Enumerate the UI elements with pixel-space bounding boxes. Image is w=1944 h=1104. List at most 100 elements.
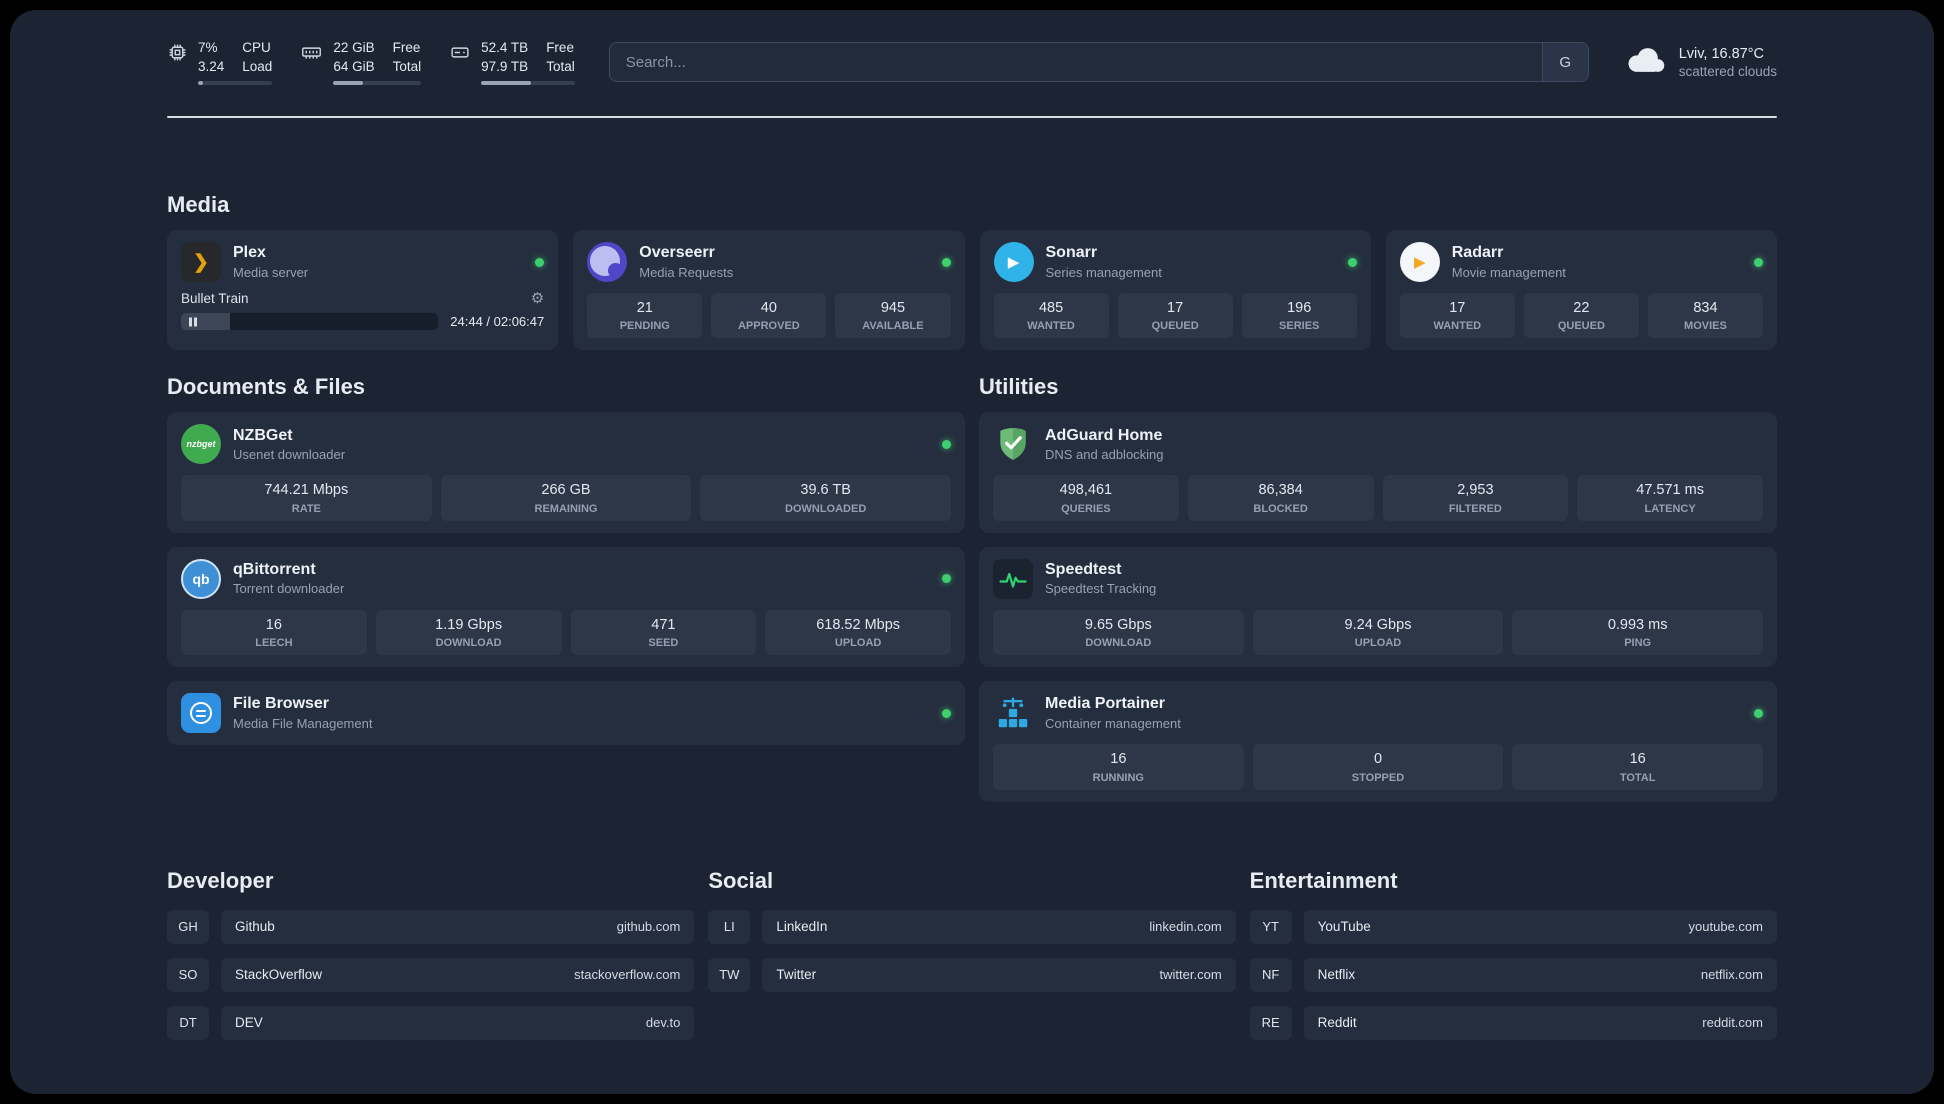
memory-free-label: Free: [392, 39, 421, 55]
bookmark-abbr[interactable]: DT: [167, 1005, 209, 1040]
bookmark-abbr[interactable]: LI: [708, 909, 751, 944]
cpu-widget: 7% CPU 3.24 Load: [167, 39, 273, 86]
service-card-speedtest[interactable]: Speedtest Speedtest Tracking 9.65 Gbps DO…: [979, 546, 1777, 668]
stat-movies: 834 MOVIES: [1647, 293, 1763, 339]
service-subtitle: Media server: [233, 264, 309, 280]
status-dot: [1754, 708, 1763, 718]
system-widgets: 7% CPU 3.24 Load: [167, 39, 575, 86]
bookmark-abbr[interactable]: RE: [1249, 1005, 1292, 1040]
service-card-overseerr[interactable]: Overseerr Media Requests 21 PENDING 40 APP…: [573, 230, 965, 351]
cpu-label: CPU: [242, 39, 271, 55]
bookmark-linkedin[interactable]: LI LinkedIn linkedin.com: [708, 909, 1236, 944]
bookmark-dev[interactable]: DT DEV dev.to: [167, 1005, 695, 1040]
memory-progress-bar: [333, 81, 422, 86]
stat-running: 16 RUNNING: [993, 744, 1244, 790]
service-name: Sonarr: [1045, 244, 1098, 262]
overseerr-icon: [587, 242, 628, 282]
stat-total: 16 TOTAL: [1512, 744, 1763, 790]
service-subtitle: Series management: [1045, 264, 1162, 280]
section-title-utilities: Utilities: [979, 374, 1059, 400]
bookmark-abbr[interactable]: SO: [167, 957, 209, 992]
plex-player: 24:44 / 02:06:47: [181, 313, 544, 330]
service-subtitle: Media Requests: [639, 264, 734, 280]
pause-icon: [189, 317, 197, 326]
stat-queued: 17 QUEUED: [1117, 293, 1233, 339]
service-card-sonarr[interactable]: ▶ Sonarr Series management 485 WANTED 17 Q…: [979, 230, 1371, 351]
disk-total-value: 97.9 TB: [481, 58, 529, 74]
bookmark-youtube[interactable]: YT YouTube youtube.com: [1249, 909, 1777, 944]
stat-seed: 471 SEED: [570, 609, 757, 656]
bookmark-abbr[interactable]: NF: [1249, 957, 1292, 992]
plex-icon: ❯: [181, 242, 221, 282]
service-card-adguard[interactable]: AdGuard Home DNS and adblocking 498,461 Q…: [979, 412, 1777, 533]
service-card-filebrowser[interactable]: File Browser Media File Management: [167, 681, 965, 746]
sonarr-icon: ▶: [993, 242, 1034, 282]
media-section: Media ❯ Plex Media server: [167, 192, 1777, 351]
service-card-radarr[interactable]: ▶ Radarr Movie management 17 WANTED 22 QUE…: [1385, 230, 1777, 351]
service-card-qbittorrent[interactable]: qb qBittorrent Torrent downloader 16 LEEC…: [167, 546, 965, 668]
disk-free-label: Free: [546, 39, 574, 55]
search-input[interactable]: [609, 43, 1542, 81]
stat-series: 196 SERIES: [1241, 293, 1357, 339]
adguard-shield-icon: [993, 424, 1033, 464]
speedtest-pulse-icon: [993, 558, 1033, 599]
status-dot: [942, 439, 951, 449]
service-card-nzbget[interactable]: nzbget NZBGet Usenet downloader 744.21 M…: [167, 412, 965, 533]
cpu-progress-bar: [198, 81, 273, 86]
status-dot: [941, 257, 951, 267]
stat-leech: 16 LEECH: [181, 609, 367, 656]
weather-widget: Lviv, 16.87°C scattered clouds: [1623, 45, 1777, 80]
bookmark-abbr[interactable]: YT: [1249, 909, 1292, 944]
stat-rate: 744.21 Mbps RATE: [181, 475, 432, 521]
utilities-column: Utilities: [979, 374, 1777, 802]
gear-icon[interactable]: ⚙: [530, 290, 545, 307]
bookmarks-social: Social LI LinkedIn linkedin.com TW Twitt…: [708, 867, 1236, 1040]
cpu-percent: 7%: [198, 39, 218, 55]
disk-progress-bar: [481, 81, 575, 86]
header-divider: [167, 116, 1777, 118]
section-title-social: Social: [708, 867, 774, 893]
weather-condition: scattered clouds: [1678, 63, 1777, 79]
service-subtitle: Speedtest Tracking: [1045, 581, 1157, 597]
memory-free-value: 22 GiB: [333, 39, 375, 55]
service-name: NZBGet: [233, 426, 293, 444]
cloud-icon: [1623, 45, 1667, 80]
section-title-media: Media: [167, 192, 230, 217]
stat-download: 9.65 Gbps DOWNLOAD: [993, 609, 1244, 656]
service-name: File Browser: [233, 695, 330, 713]
filebrowser-icon: [181, 693, 221, 734]
search-provider-button[interactable]: G: [1541, 43, 1588, 81]
bookmark-github[interactable]: GH Github github.com: [167, 909, 695, 944]
service-subtitle: Movie management: [1451, 264, 1566, 280]
bookmark-reddit[interactable]: RE Reddit reddit.com: [1249, 1005, 1777, 1040]
service-subtitle: Torrent downloader: [233, 581, 345, 597]
stat-filtered: 2,953 FILTERED: [1382, 475, 1569, 521]
service-card-plex[interactable]: ❯ Plex Media server Bullet Train ⚙: [167, 230, 559, 351]
stat-ping: 0.993 ms PING: [1512, 609, 1763, 656]
service-name: Media Portainer: [1045, 695, 1166, 713]
disk-total-label: Total: [546, 58, 575, 74]
portainer-crane-icon: [993, 693, 1033, 733]
bookmark-abbr[interactable]: GH: [167, 909, 209, 944]
weather-location: Lviv, 16.87°C: [1678, 45, 1765, 62]
service-card-portainer[interactable]: Media Portainer Container management 16 R…: [979, 681, 1777, 802]
bookmark-abbr[interactable]: TW: [708, 957, 751, 992]
section-title-entertainment: Entertainment: [1249, 867, 1398, 893]
bookmarks-entertainment: Entertainment YT YouTube youtube.com NF …: [1249, 867, 1777, 1040]
bookmark-netflix[interactable]: NF Netflix netflix.com: [1249, 957, 1777, 992]
stat-stopped: 0 STOPPED: [1252, 744, 1504, 790]
stat-downloaded: 39.6 TB DOWNLOADED: [700, 475, 951, 521]
section-title-developer: Developer: [167, 867, 274, 893]
bookmark-twitter[interactable]: TW Twitter twitter.com: [708, 957, 1236, 992]
status-dot: [1754, 257, 1763, 267]
disk-widget: 52.4 TB Free 97.9 TB Total: [449, 39, 575, 86]
disk-icon: [449, 42, 471, 68]
service-subtitle: DNS and adblocking: [1045, 447, 1164, 463]
bookmark-stackoverflow[interactable]: SO StackOverflow stackoverflow.com: [167, 957, 695, 992]
stat-wanted: 485 WANTED: [993, 293, 1109, 339]
status-dot: [535, 257, 545, 267]
playback-time: 24:44 / 02:06:47: [450, 314, 545, 329]
service-name: Radarr: [1451, 244, 1504, 262]
stat-upload: 9.24 Gbps UPLOAD: [1252, 609, 1504, 656]
memory-total-value: 64 GiB: [333, 58, 375, 74]
